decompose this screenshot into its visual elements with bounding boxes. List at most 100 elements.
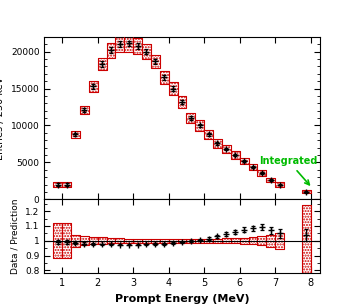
Bar [257, 170, 266, 176]
Bar [169, 82, 178, 95]
Bar [231, 238, 240, 243]
Bar [115, 36, 124, 52]
Bar [248, 164, 257, 170]
Bar [240, 158, 248, 164]
Bar [142, 44, 151, 59]
Bar [257, 170, 266, 176]
Bar [178, 239, 186, 243]
Bar [275, 182, 284, 187]
Bar [231, 238, 240, 243]
Bar [151, 55, 160, 68]
Bar [231, 151, 240, 159]
Bar [133, 239, 142, 243]
Bar [106, 238, 115, 243]
Bar [195, 239, 204, 243]
Bar [186, 113, 195, 123]
Bar [115, 238, 124, 243]
Bar [186, 239, 195, 243]
Bar [89, 237, 98, 244]
Bar [302, 205, 311, 276]
Bar [80, 236, 89, 245]
Bar [62, 182, 71, 187]
Bar [266, 235, 275, 247]
Bar [98, 58, 106, 70]
Bar [204, 239, 213, 243]
Bar [248, 237, 257, 244]
Bar [248, 237, 257, 244]
Bar [124, 239, 133, 243]
Bar [160, 71, 169, 84]
Bar [62, 223, 71, 258]
Bar [195, 239, 204, 243]
Bar [115, 36, 124, 52]
Bar [195, 120, 204, 131]
Bar [124, 35, 133, 52]
Text: Integrated: Integrated [259, 156, 317, 185]
Bar [257, 236, 266, 245]
Bar [106, 238, 115, 243]
Bar [178, 239, 186, 243]
Bar [266, 235, 275, 247]
Bar [160, 239, 169, 243]
Bar [204, 130, 213, 139]
Bar [115, 238, 124, 243]
Bar [275, 233, 284, 249]
Y-axis label: Data / Prediction: Data / Prediction [11, 199, 20, 274]
Bar [71, 235, 80, 247]
Bar [302, 190, 311, 193]
Bar [151, 239, 160, 243]
Bar [275, 182, 284, 187]
Bar [71, 131, 80, 138]
Bar [213, 239, 222, 243]
Bar [124, 35, 133, 52]
Bar [222, 238, 231, 243]
Bar [106, 43, 115, 57]
Bar [71, 131, 80, 138]
Bar [302, 190, 311, 193]
Bar [266, 178, 275, 182]
Bar [80, 236, 89, 245]
Bar [222, 238, 231, 243]
Bar [53, 223, 62, 258]
Bar [275, 233, 284, 249]
Bar [178, 96, 186, 108]
Bar [178, 96, 186, 108]
Bar [80, 106, 89, 115]
Bar [151, 55, 160, 68]
Bar [213, 139, 222, 148]
Bar [142, 239, 151, 243]
Bar [160, 239, 169, 243]
Bar [186, 113, 195, 123]
Bar [89, 81, 98, 91]
Bar [133, 37, 142, 54]
Bar [169, 239, 178, 243]
Bar [142, 239, 151, 243]
Y-axis label: Entries / 250 keV: Entries / 250 keV [0, 76, 5, 160]
Bar [98, 238, 106, 244]
Bar [124, 239, 133, 243]
Bar [53, 182, 62, 187]
Bar [266, 178, 275, 182]
Bar [89, 81, 98, 91]
Bar [204, 239, 213, 243]
Bar [98, 238, 106, 244]
Bar [169, 82, 178, 95]
Bar [62, 223, 71, 258]
Bar [248, 164, 257, 170]
Bar [186, 239, 195, 243]
Bar [222, 146, 231, 153]
Bar [231, 151, 240, 159]
Bar [98, 58, 106, 70]
Bar [53, 223, 62, 258]
Bar [62, 182, 71, 187]
Bar [53, 182, 62, 187]
Bar [71, 235, 80, 247]
Bar [160, 71, 169, 84]
Bar [222, 146, 231, 153]
Bar [106, 43, 115, 57]
Bar [151, 239, 160, 243]
Bar [133, 37, 142, 54]
Bar [257, 236, 266, 245]
X-axis label: Prompt Energy (MeV): Prompt Energy (MeV) [115, 294, 249, 304]
Bar [89, 237, 98, 244]
